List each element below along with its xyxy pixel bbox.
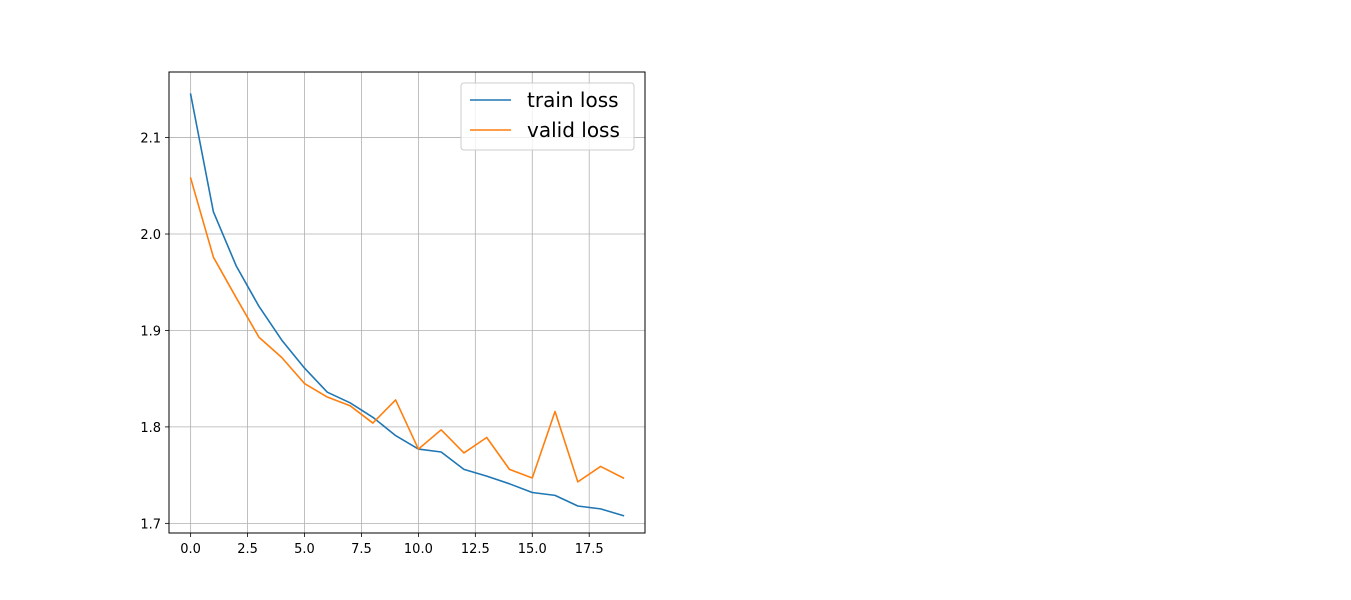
x-tick-label: 5.0 bbox=[294, 542, 315, 557]
x-tick-label: 7.5 bbox=[351, 542, 372, 557]
series-line-valid-loss bbox=[189, 177, 625, 483]
series-lines bbox=[189, 93, 625, 517]
x-tick-label: 2.5 bbox=[237, 542, 258, 557]
plot-frame bbox=[168, 71, 646, 534]
x-tick-label: 15.0 bbox=[518, 542, 547, 557]
legend-label: train loss bbox=[527, 88, 619, 112]
series-line-train-loss bbox=[189, 93, 625, 517]
y-tick-label: 1.8 bbox=[140, 421, 161, 436]
axes: 0.0 2.5 5.0 7.5 10.0 12.5 15.0 17.5 1.7 1.8 1.9 2.0… bbox=[140, 132, 603, 557]
legend-label: valid loss bbox=[527, 118, 620, 142]
y-tick-label: 2.1 bbox=[140, 132, 161, 147]
x-tick-label: 10.0 bbox=[404, 542, 433, 557]
x-tick-label: 17.5 bbox=[575, 542, 604, 557]
x-tick-label: 12.5 bbox=[461, 542, 490, 557]
y-tick-label: 1.7 bbox=[140, 517, 161, 532]
legend: train loss valid loss bbox=[460, 82, 635, 151]
y-tick-label: 1.9 bbox=[140, 324, 161, 339]
x-tick-label: 0.0 bbox=[180, 542, 201, 557]
y-tick-label: 2.0 bbox=[140, 228, 161, 243]
